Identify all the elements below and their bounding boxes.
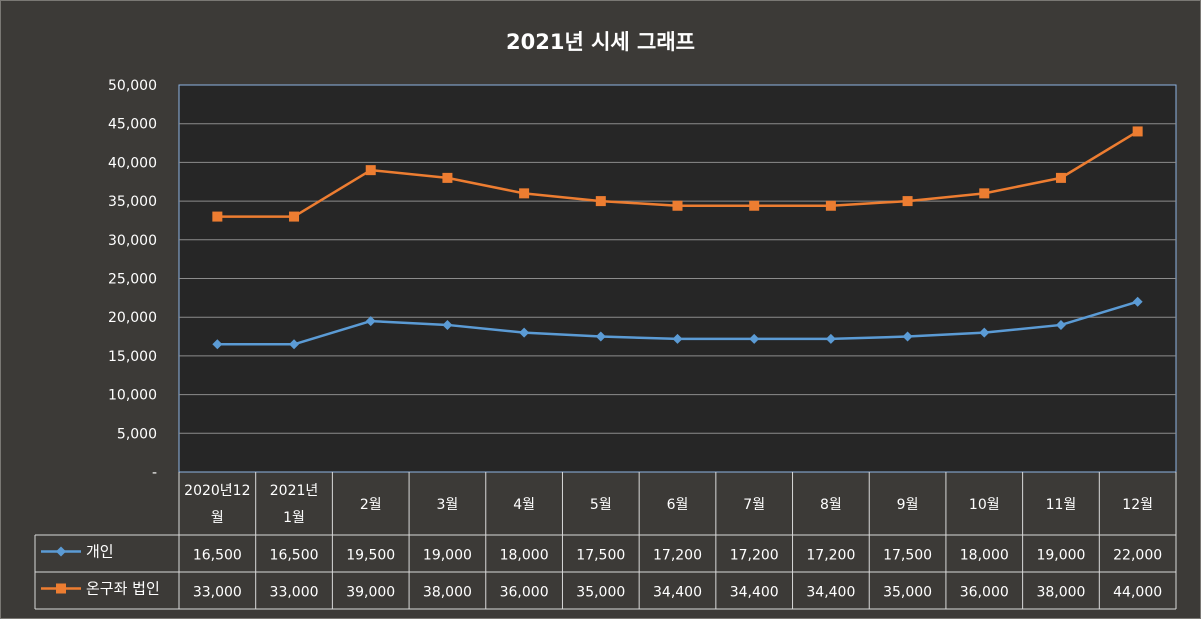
data-point (825, 333, 836, 344)
table-value-cell: 39,000 (346, 585, 395, 601)
table-value-cell: 19,000 (423, 548, 472, 564)
data-point (442, 319, 453, 330)
data-point (519, 188, 530, 199)
data-point (672, 200, 683, 211)
data-point (1132, 296, 1143, 307)
data-point (289, 211, 300, 222)
table-value-cell: 44,000 (1113, 585, 1162, 601)
y-tick-label: 35,000 (108, 194, 157, 210)
data-point (212, 339, 223, 350)
data-point (595, 196, 606, 207)
legend-key-marker (56, 583, 66, 594)
table-value-cell: 38,000 (1036, 585, 1085, 601)
table-value-cell: 18,000 (960, 548, 1009, 564)
y-tick-label: 15,000 (108, 349, 157, 365)
data-point (289, 339, 300, 350)
y-tick-label: 30,000 (108, 233, 157, 249)
table-value-cell: 35,000 (576, 585, 625, 601)
series-lines (212, 126, 1143, 350)
data-point (749, 200, 760, 211)
data-point (1055, 172, 1066, 183)
y-tick-label: 45,000 (108, 117, 157, 133)
data-point (1055, 319, 1066, 330)
y-tick-label: 20,000 (108, 310, 157, 326)
category-label: 10월 (969, 497, 1000, 513)
data-point (365, 316, 376, 327)
table-value-cell: 16,500 (193, 548, 242, 564)
legend-key-marker (56, 546, 66, 557)
y-tick-label: 50,000 (108, 78, 157, 94)
table-value-cell: 17,500 (883, 548, 932, 564)
category-label: 2020년12 월 (184, 483, 250, 526)
data-point (442, 172, 453, 183)
table-value-cell: 18,000 (500, 548, 549, 564)
data-point (749, 333, 760, 344)
table-value-cell: 34,400 (806, 585, 855, 601)
category-label: 9월 (897, 497, 919, 513)
data-table: 2020년12 월 2021년 1월 2월 3월 4월 5월 6월 7월 8월 9월 10월 11월 12월… (34, 472, 1177, 610)
data-point (979, 327, 990, 338)
y-tick-label: 10,000 (108, 388, 157, 404)
y-tick-label: 5,000 (117, 426, 157, 442)
table-value-cell: 34,400 (653, 585, 702, 601)
table-value-cell: 19,000 (1036, 548, 1085, 564)
data-point (902, 331, 913, 342)
category-label: 5월 (590, 497, 612, 513)
y-tick-label: 25,000 (108, 272, 157, 288)
table-value-cell: 17,200 (653, 548, 702, 564)
category-label: 8월 (820, 497, 842, 513)
data-point (519, 327, 530, 338)
y-tick-label: - (152, 465, 157, 481)
table-value-cell: 38,000 (423, 585, 472, 601)
y-axis-ticks: - 5,000 10,000 15,000 20,000 25,000 30,000 35,0… (108, 78, 157, 481)
y-tick-label: 40,000 (108, 155, 157, 171)
data-point (979, 188, 990, 199)
table-value-cell: 19,500 (346, 548, 395, 564)
data-point (595, 331, 606, 342)
data-point (902, 196, 913, 207)
category-label: 4월 (513, 497, 535, 513)
table-value-cell: 35,000 (883, 585, 932, 601)
table-value-cell: 36,000 (500, 585, 549, 601)
category-label: 12월 (1122, 497, 1153, 513)
chart-title: 2021년 시세 그래프 (506, 30, 695, 54)
table-value-cell: 17,200 (730, 548, 779, 564)
table-value-cell: 34,400 (730, 585, 779, 601)
category-label: 2021년 1월 (270, 483, 319, 526)
table-value-cell: 36,000 (960, 585, 1009, 601)
table-value-cell: 16,500 (270, 548, 319, 564)
data-point (825, 200, 836, 211)
table-value-cell: 17,500 (576, 548, 625, 564)
data-point (365, 165, 376, 176)
category-label: 11월 (1046, 497, 1077, 513)
data-point (1132, 126, 1143, 137)
table-value-cell: 22,000 (1113, 548, 1162, 564)
table-value-cell: 33,000 (270, 585, 319, 601)
category-label: 2월 (360, 497, 382, 513)
category-label: 6월 (667, 497, 689, 513)
table-value-cell: 33,000 (193, 585, 242, 601)
category-label: 7월 (743, 497, 765, 513)
legend-label: 개인 (86, 543, 114, 561)
table-value-cell: 17,200 (806, 548, 855, 564)
legend-label: 온구좌 법인 (86, 580, 160, 598)
category-label: 3월 (437, 497, 459, 513)
data-point (672, 333, 683, 344)
data-point (212, 211, 223, 222)
